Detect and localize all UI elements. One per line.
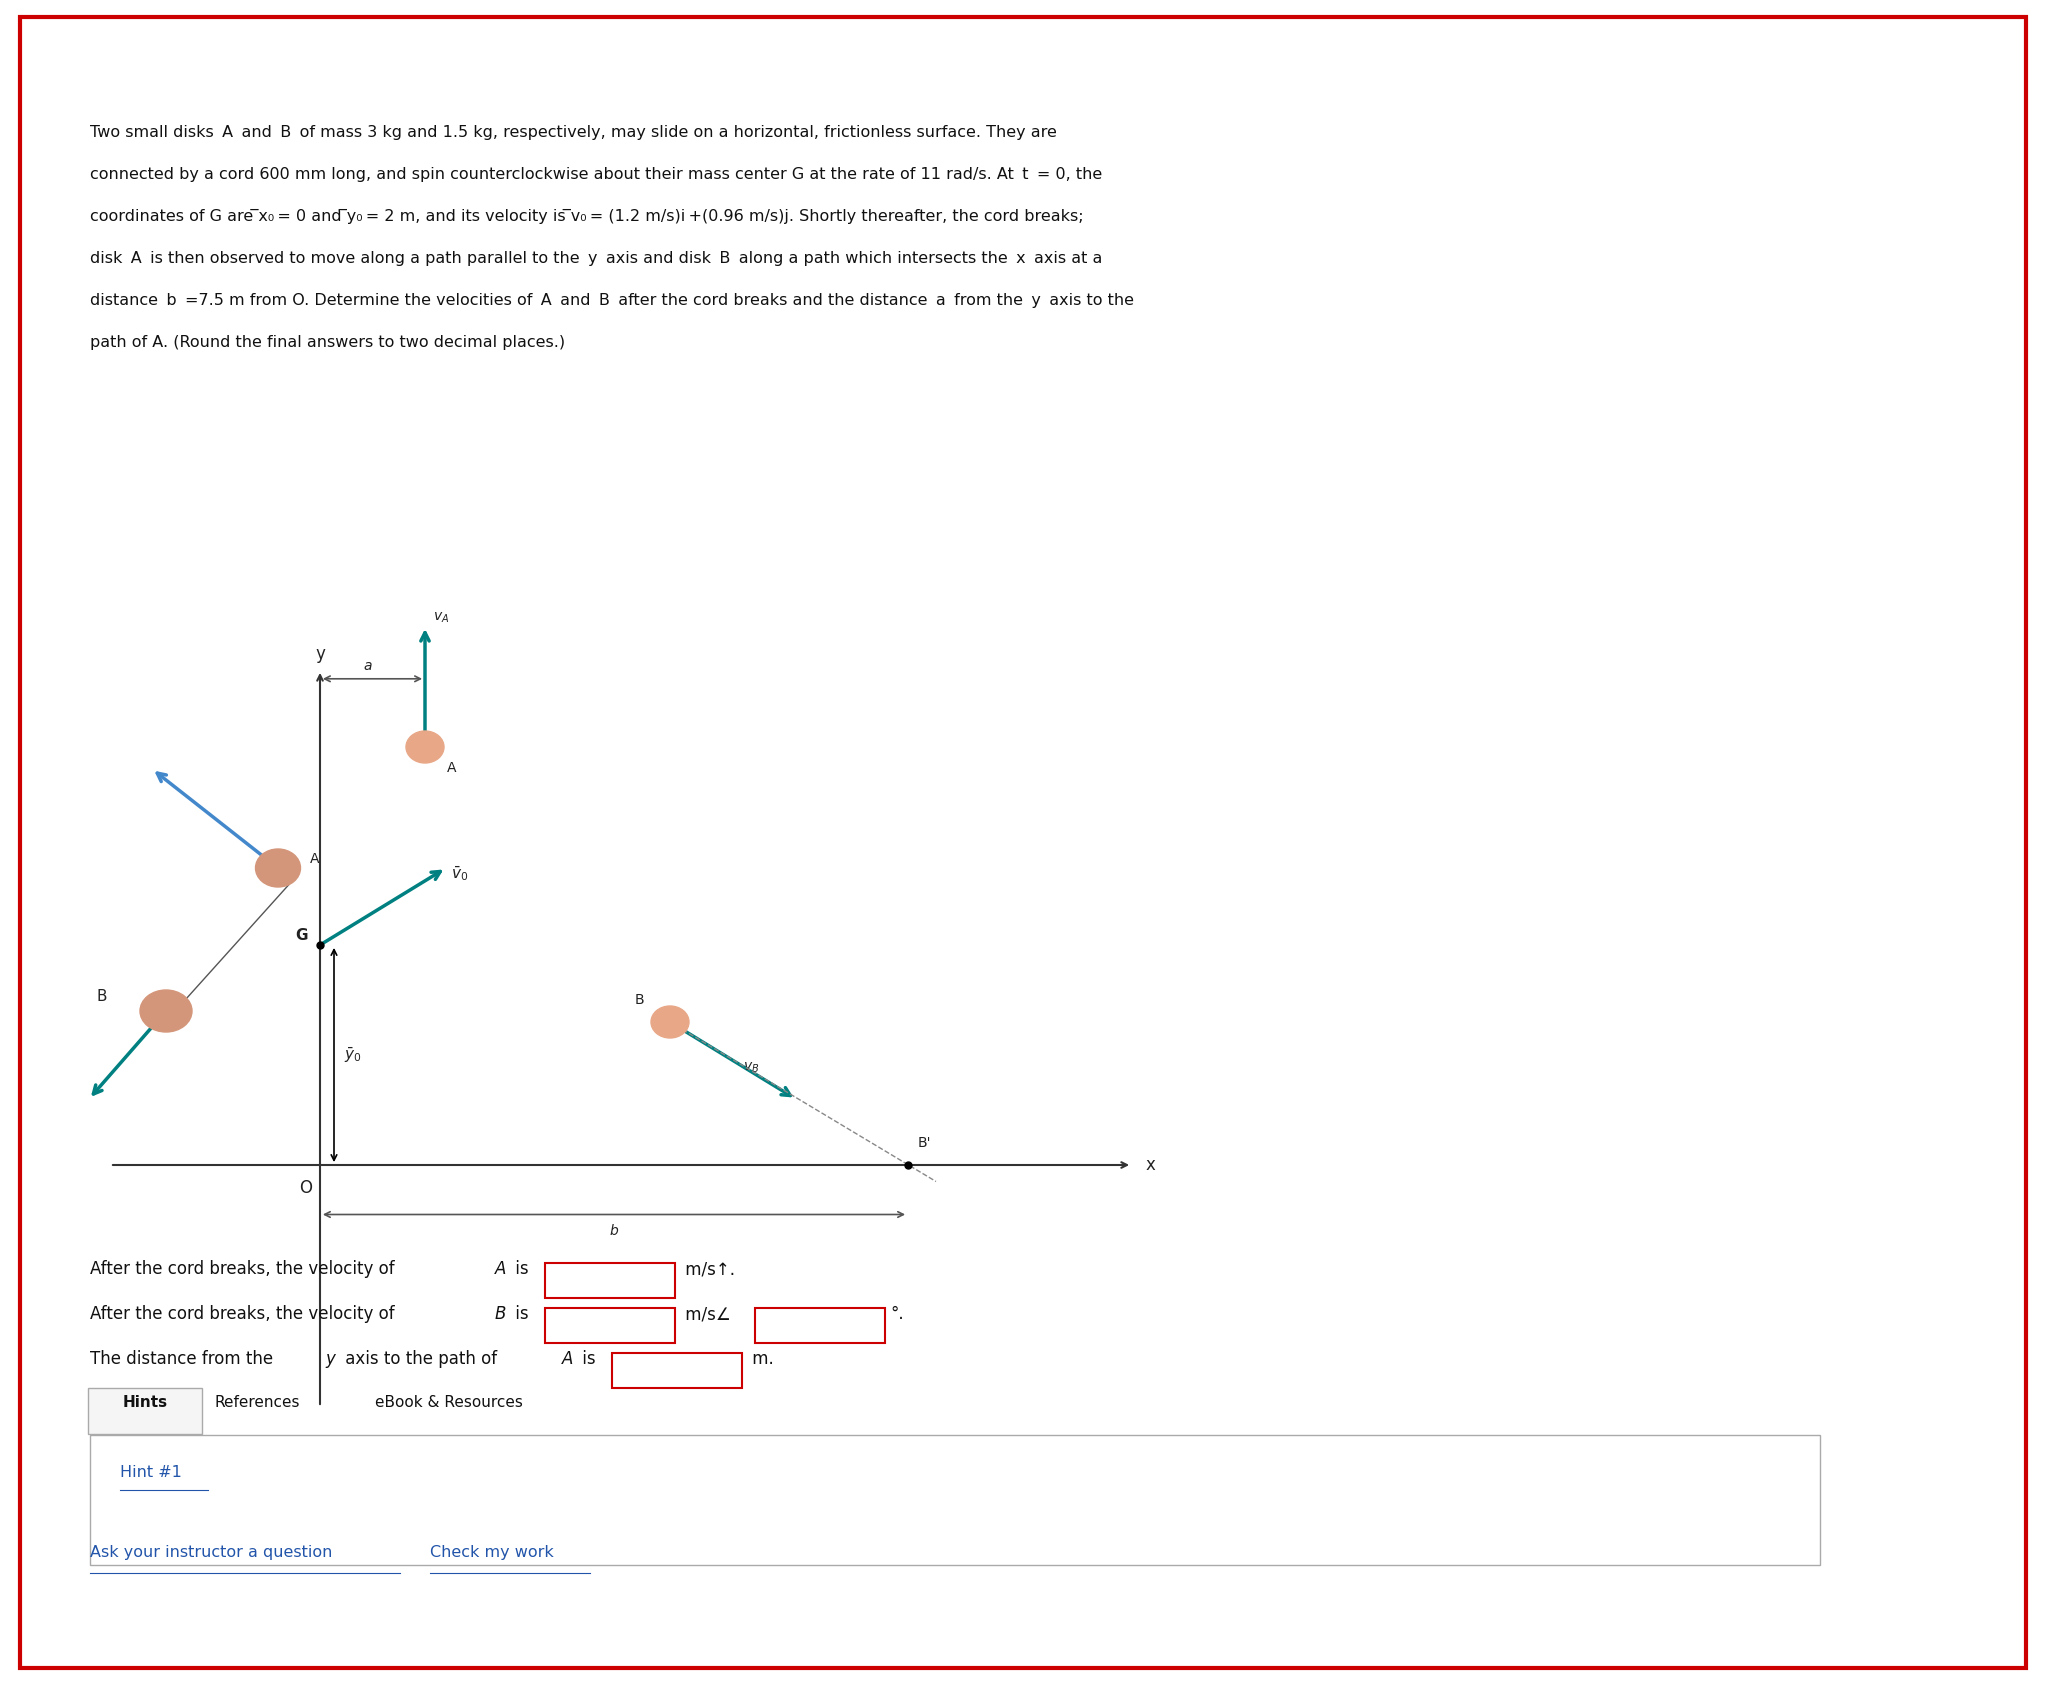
Text: coordinates of G are ̅x₀ = 0 and ̅y₀ = 2 m, and its velocity is ̅v₀ = (1.2 m/s)​: coordinates of G are ̅x₀ = 0 and ̅y₀ = 2… xyxy=(90,209,1084,224)
Ellipse shape xyxy=(256,849,301,886)
Text: B': B' xyxy=(919,1136,931,1149)
Text: A: A xyxy=(563,1350,573,1368)
Ellipse shape xyxy=(405,731,444,763)
Text: y: y xyxy=(325,1350,336,1368)
Text: A: A xyxy=(311,853,319,866)
Text: axis to the path of: axis to the path of xyxy=(340,1350,503,1368)
Text: $\bar{v}_0$: $\bar{v}_0$ xyxy=(450,864,469,883)
FancyBboxPatch shape xyxy=(544,1264,675,1297)
Text: disk  A  is then observed to move along a path parallel to the  y  axis and disk: disk A is then observed to move along a … xyxy=(90,251,1103,266)
Text: $v_B$: $v_B$ xyxy=(743,1060,759,1075)
Text: Hints: Hints xyxy=(123,1395,168,1410)
Text: is: is xyxy=(509,1260,534,1277)
Text: connected by a cord 600 mm long, and spin counterclockwise about their mass cent: connected by a cord 600 mm long, and spi… xyxy=(90,167,1103,182)
Text: m/s↑.: m/s↑. xyxy=(679,1260,735,1277)
Text: References: References xyxy=(215,1395,301,1410)
Text: After the cord breaks, the velocity of: After the cord breaks, the velocity of xyxy=(90,1304,399,1323)
Text: °.: °. xyxy=(890,1304,904,1323)
Text: distance  b  =7.5 m from O. Determine the velocities of  A  and  B  after the co: distance b =7.5 m from O. Determine the … xyxy=(90,293,1133,308)
Text: G: G xyxy=(295,928,307,944)
Text: a: a xyxy=(364,659,372,672)
Text: Hint #1: Hint #1 xyxy=(121,1464,182,1479)
Ellipse shape xyxy=(651,1006,690,1038)
Text: eBook & Resources: eBook & Resources xyxy=(374,1395,524,1410)
Text: B: B xyxy=(495,1304,505,1323)
FancyBboxPatch shape xyxy=(544,1308,675,1343)
Text: m/s∠: m/s∠ xyxy=(679,1304,730,1323)
Text: After the cord breaks, the velocity of: After the cord breaks, the velocity of xyxy=(90,1260,399,1277)
Text: B: B xyxy=(96,989,106,1004)
Text: is: is xyxy=(577,1350,602,1368)
Text: x: x xyxy=(1146,1156,1156,1174)
Text: O: O xyxy=(299,1178,311,1196)
Text: The distance from the: The distance from the xyxy=(90,1350,278,1368)
Text: A: A xyxy=(495,1260,505,1277)
Text: $\bar{y}_0$: $\bar{y}_0$ xyxy=(344,1045,362,1065)
Text: b: b xyxy=(610,1223,618,1237)
Text: path of A. (Round the final answers to two decimal places.): path of A. (Round the final answers to t… xyxy=(90,335,565,350)
Text: y: y xyxy=(315,645,325,662)
FancyBboxPatch shape xyxy=(755,1308,886,1343)
Text: is: is xyxy=(509,1304,534,1323)
Text: Check my work: Check my work xyxy=(430,1545,554,1560)
FancyBboxPatch shape xyxy=(90,1436,1821,1565)
Text: Two small disks  ​A​  and  ​B​  of mass 3 kg and 1.5 kg, respectively, may slide: Two small disks ​A​ and ​B​ of mass 3 kg… xyxy=(90,125,1058,140)
Text: $v_A$: $v_A$ xyxy=(434,610,450,625)
Text: B: B xyxy=(634,992,644,1008)
Text: A: A xyxy=(446,762,456,775)
Text: m.: m. xyxy=(747,1350,773,1368)
Text: Ask your instructor a question: Ask your instructor a question xyxy=(90,1545,331,1560)
FancyBboxPatch shape xyxy=(88,1388,203,1434)
Ellipse shape xyxy=(139,991,192,1031)
FancyBboxPatch shape xyxy=(612,1353,743,1388)
